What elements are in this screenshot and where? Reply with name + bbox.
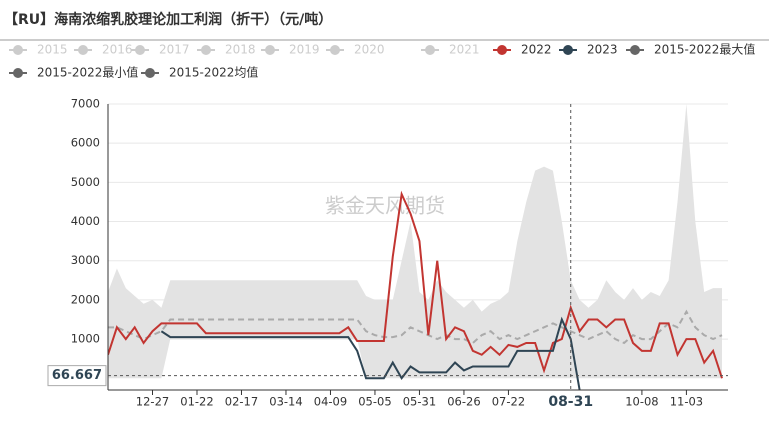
legend-icon — [497, 45, 507, 55]
legend-icon — [145, 68, 155, 78]
x-tick-label: 10-08 — [625, 395, 658, 409]
legend-icon — [265, 45, 275, 55]
legend-icon — [201, 45, 211, 55]
x-tick-label: 06-26 — [447, 395, 480, 409]
legend-label: 2017 — [159, 43, 190, 57]
series-line — [160, 316, 581, 390]
x-tick-label: 11-03 — [670, 395, 703, 409]
watermark: 紫金天风期货 — [325, 194, 445, 218]
legend-label: 2015-2022最小值 — [37, 65, 138, 80]
legend-label: 2023 — [587, 43, 618, 57]
x-tick-label: 07-22 — [492, 395, 525, 409]
y-tick-label: 5000 — [71, 175, 100, 189]
legend-icon — [563, 45, 573, 55]
y-tick-label: 2000 — [71, 292, 100, 306]
legend-label: 2015-2022最大值 — [654, 42, 755, 57]
series-line — [108, 190, 723, 379]
crosshair-y-label: 66.667 — [52, 368, 102, 383]
legend-icon — [330, 45, 340, 55]
legend-label: 2020 — [354, 43, 385, 57]
x-tick-label: 05-05 — [358, 395, 391, 409]
legend-icon — [13, 45, 23, 55]
x-tick-label: 02-17 — [225, 395, 258, 409]
series-line — [108, 309, 723, 345]
y-tick-label: 6000 — [71, 136, 100, 150]
x-tick-label: 04-09 — [314, 395, 347, 409]
legend-label: 2021 — [449, 43, 480, 57]
legend-label: 2016 — [102, 43, 133, 57]
crosshair-x-label: 08-31 — [548, 394, 593, 410]
legend-label: 2015 — [37, 43, 68, 57]
crosshair-y-box — [47, 365, 107, 387]
chart-title: 【RU】海南浓缩乳胶理论加工利润（折干）（元/吨） — [4, 11, 332, 28]
x-tick-label: 01-22 — [180, 395, 213, 409]
legend-icon — [425, 45, 435, 55]
crosshair-x-box — [540, 392, 601, 412]
x-tick-label: 03-14 — [269, 395, 302, 409]
range-band — [108, 104, 722, 379]
legend-icon — [78, 45, 88, 55]
y-tick-label: 7000 — [71, 97, 100, 111]
legend-icon — [630, 45, 640, 55]
legend-icon — [13, 68, 23, 78]
legend-icon — [135, 45, 145, 55]
y-tick-label: 1000 — [71, 332, 100, 346]
legend-label: 2015-2022均值 — [169, 65, 258, 80]
legend-label: 2018 — [225, 43, 256, 57]
legend-label: 2022 — [521, 43, 552, 57]
y-tick-label: 4000 — [71, 214, 100, 228]
x-tick-label: 05-31 — [403, 395, 436, 409]
legend-label: 2019 — [289, 43, 320, 57]
x-tick-label: 12-27 — [136, 395, 169, 409]
plot — [108, 104, 723, 390]
y-tick-label: 3000 — [71, 253, 100, 267]
